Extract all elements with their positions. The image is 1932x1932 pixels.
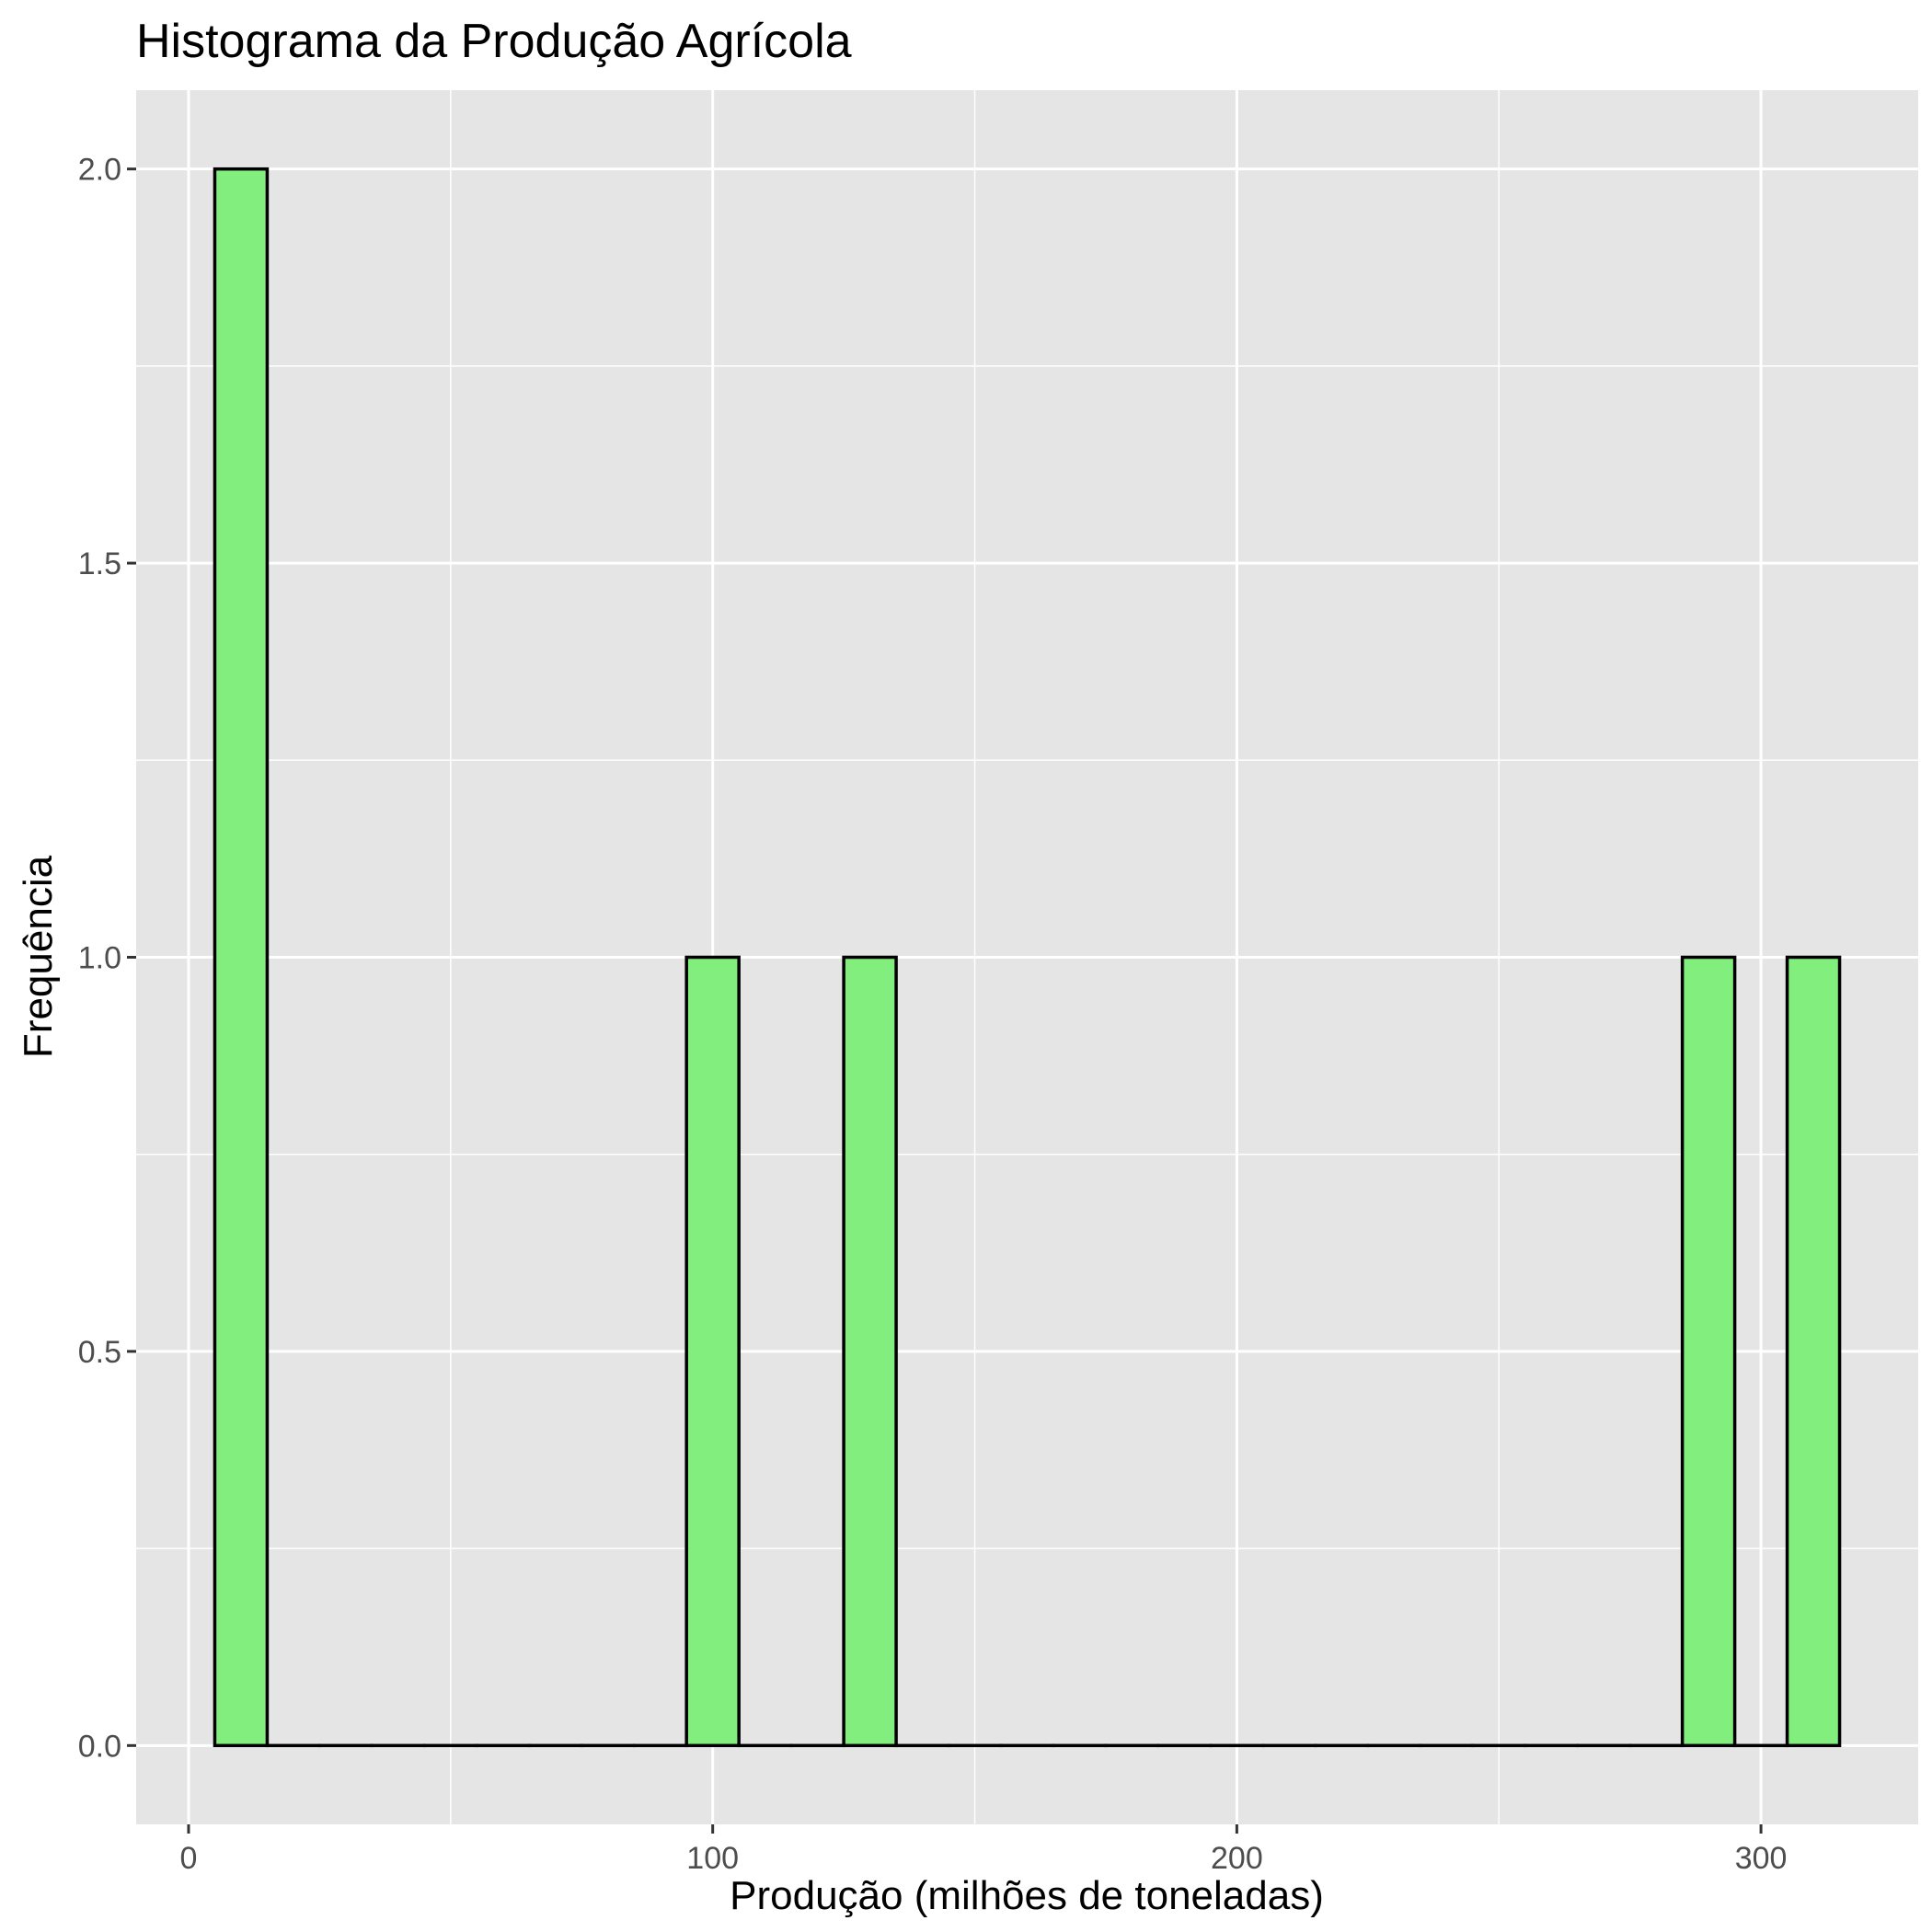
chart-title: Histograma da Produção Agrícola: [136, 15, 852, 68]
y-axis: 0.0 0.5 1.0 1.5 2.0: [78, 153, 136, 1764]
x-axis-title: Produção (milhões de toneladas): [730, 1873, 1324, 1918]
y-tick-label: 1.0: [78, 941, 121, 976]
histogram-bars: [213, 167, 1842, 1748]
x-tick-label: 0: [180, 1841, 198, 1876]
major-gridlines: [136, 90, 1918, 1824]
histogram-bar: [842, 955, 898, 1748]
histogram-bar: [213, 167, 270, 1748]
histogram-bar: [1785, 955, 1842, 1748]
x-axis: 0 100 200 300: [180, 1824, 1788, 1876]
y-tick-label: 0.5: [78, 1335, 121, 1370]
y-tick-label: 1.5: [78, 546, 121, 581]
x-tick-label: 100: [686, 1841, 739, 1876]
x-tick-label: 300: [1735, 1841, 1788, 1876]
histogram-bar: [684, 955, 741, 1748]
y-tick-label: 0.0: [78, 1729, 121, 1764]
x-tick-label: 200: [1211, 1841, 1263, 1876]
histogram-bar: [1680, 955, 1737, 1748]
y-axis-title: Frequência: [16, 855, 61, 1058]
y-tick-label: 2.0: [78, 153, 121, 188]
